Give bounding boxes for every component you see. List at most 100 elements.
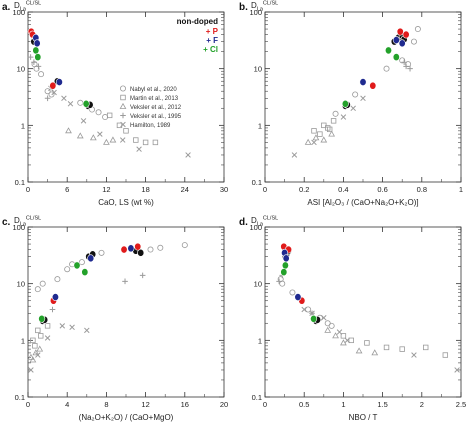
x-axis-label: NBO / T bbox=[349, 413, 378, 422]
data-point-plus bbox=[139, 272, 146, 279]
data-point-F bbox=[398, 39, 406, 48]
data-point-cross bbox=[344, 337, 351, 344]
data-point-F bbox=[282, 254, 290, 263]
data-point-cross bbox=[291, 152, 298, 158]
data-point-square bbox=[442, 352, 449, 358]
plot-frame bbox=[27, 226, 225, 398]
data-marks bbox=[291, 26, 421, 158]
data-point-circle bbox=[54, 276, 61, 283]
data-point-cross bbox=[136, 146, 142, 152]
data-point-square bbox=[44, 323, 51, 329]
data-point-triangle bbox=[29, 356, 37, 363]
data-point-circle bbox=[38, 71, 45, 78]
data-point-Cl bbox=[34, 53, 42, 61]
data-point-cross bbox=[28, 367, 34, 373]
data-point-cross bbox=[69, 324, 75, 331]
data-point-square bbox=[364, 340, 370, 346]
x-tick-label: 8 bbox=[104, 400, 108, 409]
x-tick-label: 0 bbox=[26, 185, 30, 194]
data-point-circle bbox=[147, 246, 154, 253]
x-tick-label: 1.5 bbox=[377, 400, 387, 409]
data-point-circle bbox=[399, 57, 406, 64]
y-tick-label: 10 bbox=[254, 65, 262, 74]
data-point-F bbox=[294, 293, 302, 301]
data-point-square bbox=[32, 343, 38, 349]
data-point-circle bbox=[39, 280, 46, 287]
x-tick-label: 0.6 bbox=[377, 185, 387, 194]
data-point-triangle bbox=[371, 349, 379, 356]
data-point-plus bbox=[44, 95, 51, 102]
data-point-triangle bbox=[32, 349, 40, 356]
data-point-triangle bbox=[109, 136, 117, 143]
x-tick-label: 12 bbox=[141, 400, 149, 409]
x-tick-label: 0.8 bbox=[417, 185, 427, 194]
data-point-triangle bbox=[36, 345, 44, 352]
data-point-square bbox=[311, 128, 317, 134]
panel-a: a. 0.1 1 10 100 0 6 12 18 24 30 CaO, LS (wt %) DLaCL… bbox=[0, 0, 237, 215]
y-tick-label: 10 bbox=[254, 280, 262, 289]
data-point-plus bbox=[403, 63, 409, 70]
plot-frame bbox=[264, 226, 462, 398]
data-point-cross bbox=[61, 95, 67, 102]
data-point-plus bbox=[27, 54, 34, 60]
scatter-plot: c. 0.1 1 10 100 0 4 8 12 16 20 (Na₂O+K₂O) / (CaO+Mg… bbox=[2, 216, 228, 423]
data-point-cross bbox=[35, 352, 41, 358]
plot-frame bbox=[27, 11, 225, 183]
data-point-Cl bbox=[32, 46, 40, 55]
data-point-square bbox=[142, 139, 149, 146]
y-tick-label: 100 bbox=[12, 8, 25, 17]
data-point-cross bbox=[340, 114, 347, 120]
data-point-square bbox=[38, 333, 44, 339]
legend-entry-plus: Veksler et al., 1995 bbox=[130, 114, 182, 120]
data-point-F bbox=[51, 293, 59, 301]
y-tick-label: 0.1 bbox=[252, 393, 262, 402]
data-point-F bbox=[87, 254, 95, 263]
legend-entry-square: Martin et al., 2013 bbox=[130, 96, 179, 102]
y-tick-label: 1 bbox=[21, 121, 25, 130]
panel-label: b. bbox=[239, 2, 248, 13]
data-point-plus bbox=[31, 59, 37, 66]
x-tick-label: 0.2 bbox=[299, 185, 309, 194]
data-point-F bbox=[33, 39, 41, 48]
data-point-cross bbox=[336, 329, 343, 335]
data-point-P bbox=[49, 81, 57, 90]
legend-marker-triangle bbox=[119, 102, 127, 109]
x-tick-label: 0 bbox=[26, 400, 30, 409]
data-point-cross bbox=[119, 137, 126, 143]
data-point-triangle bbox=[89, 134, 97, 141]
data-point-triangle bbox=[76, 132, 84, 139]
x-tick-label: 18 bbox=[141, 185, 149, 194]
data-point-Cl bbox=[81, 268, 89, 276]
data-point-square bbox=[399, 346, 405, 352]
data-point-cross bbox=[67, 101, 74, 107]
x-tick-label: 24 bbox=[181, 185, 189, 194]
data-point-circle bbox=[279, 280, 286, 287]
legend-marker-plus bbox=[120, 112, 126, 119]
data-point-cross bbox=[80, 118, 87, 124]
x-tick-label: 12 bbox=[102, 185, 110, 194]
data-point-cross bbox=[360, 95, 366, 102]
scatter-plot: b. 0.1 1 10 100 0 0.2 0.4 0.6 0.8 1 ASI [Al₂O₃ / (C… bbox=[239, 1, 463, 208]
data-point-P bbox=[402, 30, 410, 39]
data-point-circle bbox=[44, 88, 51, 95]
y-tick-label: 100 bbox=[249, 223, 262, 232]
y-tick-label: 1 bbox=[21, 336, 25, 345]
data-point-circle bbox=[34, 286, 41, 293]
data-point-Cl bbox=[82, 99, 90, 108]
legend-marker-cross bbox=[120, 121, 126, 128]
data-point-cross bbox=[97, 131, 103, 137]
data-point-Cl bbox=[280, 268, 288, 276]
x-tick-label: 4 bbox=[65, 400, 69, 409]
y-tick-label: 1 bbox=[258, 336, 262, 345]
data-point-triangle bbox=[27, 353, 35, 360]
data-point-P bbox=[120, 245, 128, 254]
data-point-circle bbox=[352, 91, 359, 98]
data-point-circle bbox=[95, 109, 102, 116]
data-point-Cl bbox=[38, 314, 46, 323]
data-point-Cl bbox=[384, 46, 392, 55]
data-point-square bbox=[133, 137, 139, 143]
data-point-circle bbox=[289, 289, 296, 296]
data-point-cross bbox=[350, 105, 356, 112]
y-tick-label: 1 bbox=[258, 121, 262, 130]
